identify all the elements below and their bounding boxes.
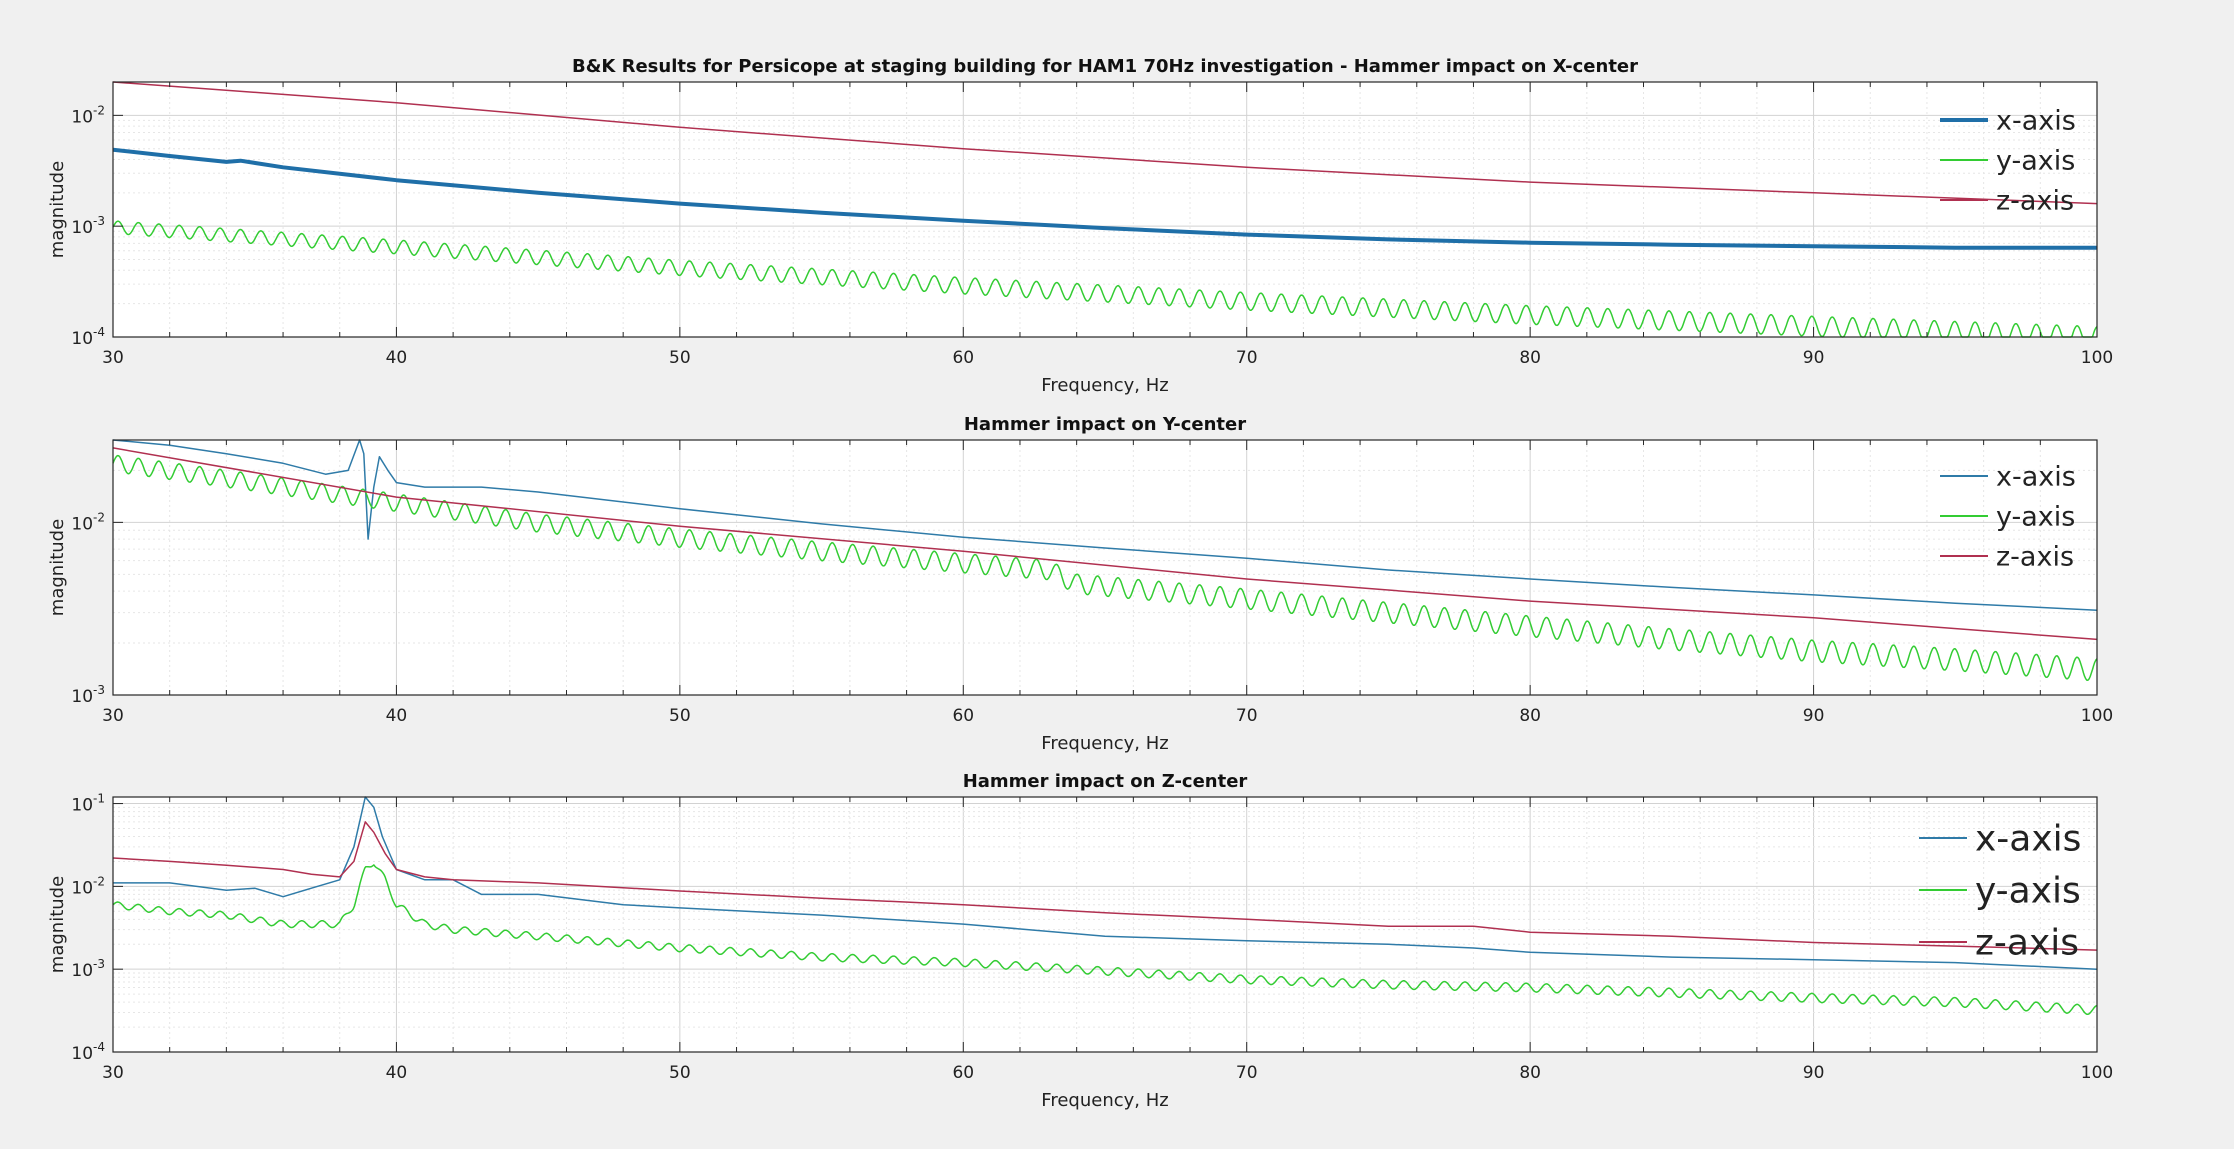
series-line-x-axis <box>113 796 2098 970</box>
y-axis-label: magnitude <box>47 519 68 616</box>
y-tick-base: 10 <box>71 107 93 127</box>
legend-label: y-axis <box>1996 501 2075 532</box>
subplot-title: Hammer impact on Y-center <box>964 414 1246 435</box>
series-line-z-axis <box>112 821 2098 951</box>
plot-area <box>113 82 2097 337</box>
y-tick-label: 10-3 <box>71 683 105 707</box>
legend[interactable]: x-axis y-axis z-axis <box>1940 105 2076 216</box>
x-tick-label: 30 <box>102 348 124 368</box>
legend[interactable]: x-axis y-axis z-axis <box>1940 461 2076 572</box>
series-line-x-axis <box>112 147 2097 250</box>
subplot-x-center: B&K Results for Persicope at staging bui… <box>47 56 2113 396</box>
y-tick-label: 10-1 <box>71 792 105 816</box>
x-axis-label: Frequency, Hz <box>1041 375 1168 396</box>
series-group <box>112 796 2098 1016</box>
x-tick-label: 60 <box>952 706 974 726</box>
series-group <box>112 439 2098 681</box>
subplot-z-center: Hammer impact on Z-center 30 40 50 60 70 80 90… <box>47 771 2113 1111</box>
x-tick-label: 30 <box>102 1063 124 1083</box>
x-tick-label: 90 <box>1803 348 1825 368</box>
legend-label: z-axis <box>1996 541 2074 572</box>
y-tick-exponent: -4 <box>93 325 105 339</box>
x-tick-label: 60 <box>952 1063 974 1083</box>
y-tick-base: 10 <box>71 329 93 349</box>
y-tick-exponent: -3 <box>93 214 105 228</box>
x-tick-label: 70 <box>1236 348 1258 368</box>
legend-label: z-axis <box>1975 923 2079 964</box>
legend[interactable]: x-axis y-axis z-axis <box>1919 819 2081 964</box>
y-tick-label: 10-2 <box>71 510 105 534</box>
x-tick-label: 40 <box>386 1063 408 1083</box>
y-tick-base: 10 <box>71 961 93 981</box>
y-tick-base: 10 <box>71 878 93 898</box>
x-tick-label: 100 <box>2081 348 2113 368</box>
y-tick-base: 10 <box>71 796 93 816</box>
y-tick-exponent: -2 <box>93 874 105 888</box>
x-tick-label: 50 <box>669 1063 691 1083</box>
plot-area <box>113 797 2097 1052</box>
subplot-title: B&K Results for Persicope at staging bui… <box>572 56 1638 77</box>
y-tick-base: 10 <box>71 1044 93 1064</box>
x-tick-label: 90 <box>1803 706 1825 726</box>
y-tick-exponent: -2 <box>93 103 105 117</box>
series-line-z-axis <box>112 447 2098 641</box>
x-tick-label: 80 <box>1519 348 1541 368</box>
y-tick-exponent: -3 <box>93 683 105 697</box>
y-tick-exponent: -2 <box>93 510 105 524</box>
x-tick-label: 40 <box>386 348 408 368</box>
x-axis-label: Frequency, Hz <box>1041 1090 1168 1111</box>
x-axis-label: Frequency, Hz <box>1041 733 1168 754</box>
y-tick-label: 10-3 <box>71 214 105 238</box>
x-tick-label: 100 <box>2081 1063 2113 1083</box>
y-tick-exponent: -4 <box>93 1040 105 1054</box>
series-line-y-axis <box>112 864 2098 1016</box>
axes-box <box>112 796 2098 1053</box>
legend-label: y-axis <box>1996 145 2075 176</box>
y-axis-label: magnitude <box>47 161 68 258</box>
series-line-y-axis <box>112 220 2098 338</box>
x-tick-label: 80 <box>1519 1063 1541 1083</box>
series-line-y-axis <box>112 454 2098 681</box>
legend-label: z-axis <box>1996 185 2074 216</box>
subplot-title: Hammer impact on Z-center <box>963 771 1248 792</box>
legend-label: x-axis <box>1996 461 2076 492</box>
y-tick-base: 10 <box>71 687 93 707</box>
legend-label: y-axis <box>1975 871 2081 912</box>
y-tick-label: 10-4 <box>71 325 105 349</box>
x-tick-label: 70 <box>1236 706 1258 726</box>
x-tick-label: 30 <box>102 706 124 726</box>
y-tick-exponent: -1 <box>93 792 105 806</box>
series-group <box>112 81 2098 338</box>
subplot-y-center: Hammer impact on Y-center 30 40 50 60 70 80 90… <box>47 414 2113 754</box>
y-tick-label: 10-4 <box>71 1040 105 1064</box>
x-tick-label: 50 <box>669 348 691 368</box>
plot-area <box>113 440 2097 695</box>
x-tick-label: 90 <box>1803 1063 1825 1083</box>
x-tick-label: 80 <box>1519 706 1541 726</box>
y-tick-label: 10-2 <box>71 103 105 127</box>
grid-lines <box>112 81 2098 338</box>
y-tick-label: 10-2 <box>71 874 105 898</box>
x-tick-label: 70 <box>1236 1063 1258 1083</box>
legend-label: x-axis <box>1975 819 2081 860</box>
y-tick-base: 10 <box>71 218 93 238</box>
y-tick-base: 10 <box>71 514 93 534</box>
legend-label: x-axis <box>1996 105 2076 136</box>
x-tick-label: 60 <box>952 348 974 368</box>
y-tick-exponent: -3 <box>93 957 105 971</box>
x-tick-label: 50 <box>669 706 691 726</box>
x-tick-label: 100 <box>2081 706 2113 726</box>
series-line-z-axis <box>112 81 2098 205</box>
series-line-x-axis <box>112 439 2098 611</box>
y-tick-label: 10-3 <box>71 957 105 981</box>
y-axis-label: magnitude <box>47 876 68 973</box>
axes-box <box>112 81 2098 338</box>
x-tick-label: 40 <box>386 706 408 726</box>
axes-box <box>112 439 2098 696</box>
